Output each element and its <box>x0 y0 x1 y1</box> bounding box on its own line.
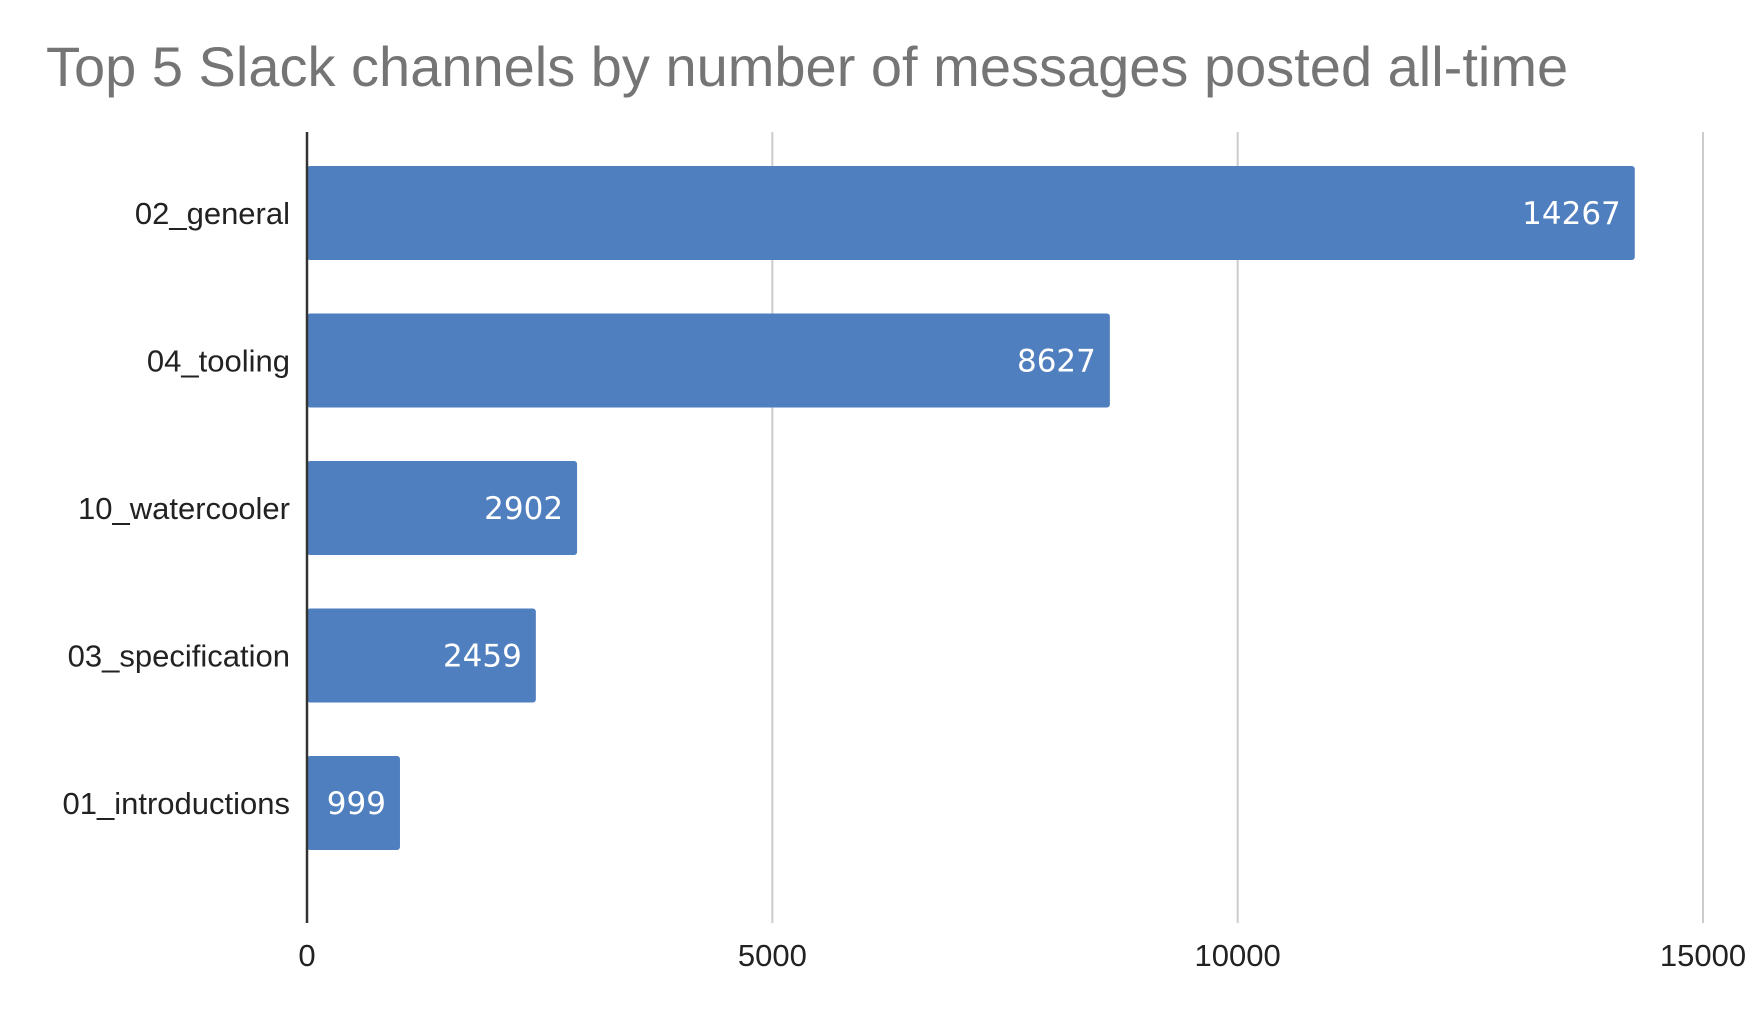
x-tick-labels: 0 5000 10000 15000 <box>298 938 1746 973</box>
bar-10_watercooler <box>307 461 578 555</box>
bar-03_specification <box>307 608 536 703</box>
x-tick-label: 5000 <box>738 938 807 973</box>
bar-01_introductions <box>307 756 400 850</box>
gridlines <box>771 132 1704 923</box>
bars <box>307 166 1635 850</box>
category-label: 01_introductions <box>63 786 291 821</box>
data-label: 14267 <box>1522 196 1621 232</box>
x-tick-label: 10000 <box>1195 938 1281 973</box>
category-label: 03_specification <box>68 639 290 674</box>
category-label: 02_general <box>135 196 290 231</box>
x-tick-label: 0 <box>298 938 315 973</box>
chart-title: Top 5 Slack channels by number of messag… <box>46 35 1568 98</box>
category-label: 04_tooling <box>147 344 290 379</box>
data-label: 2459 <box>443 639 522 675</box>
bar-04_tooling <box>307 313 1110 408</box>
category-label: 10_watercooler <box>78 491 290 526</box>
data-label: 999 <box>327 786 386 822</box>
bar-02_general <box>307 166 1635 260</box>
data-labels: 14267 8627 2902 2459 999 <box>327 196 1621 822</box>
data-label: 2902 <box>484 491 563 527</box>
data-label: 8627 <box>1017 344 1096 380</box>
category-labels: 02_general 04_tooling 10_watercooler 03_spe… <box>63 196 291 821</box>
x-tick-label: 15000 <box>1660 938 1746 973</box>
